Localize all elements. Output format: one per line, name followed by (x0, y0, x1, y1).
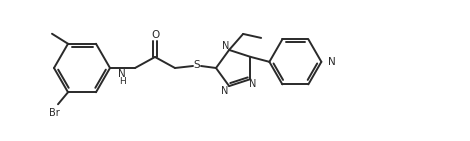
Text: S: S (194, 60, 200, 70)
Text: O: O (151, 30, 159, 40)
Text: N: N (221, 86, 229, 96)
Text: N: N (249, 79, 256, 89)
Text: Br: Br (48, 108, 59, 118)
Text: N: N (222, 41, 230, 51)
Text: H: H (118, 77, 125, 85)
Text: N: N (329, 57, 336, 67)
Text: N: N (118, 69, 126, 79)
